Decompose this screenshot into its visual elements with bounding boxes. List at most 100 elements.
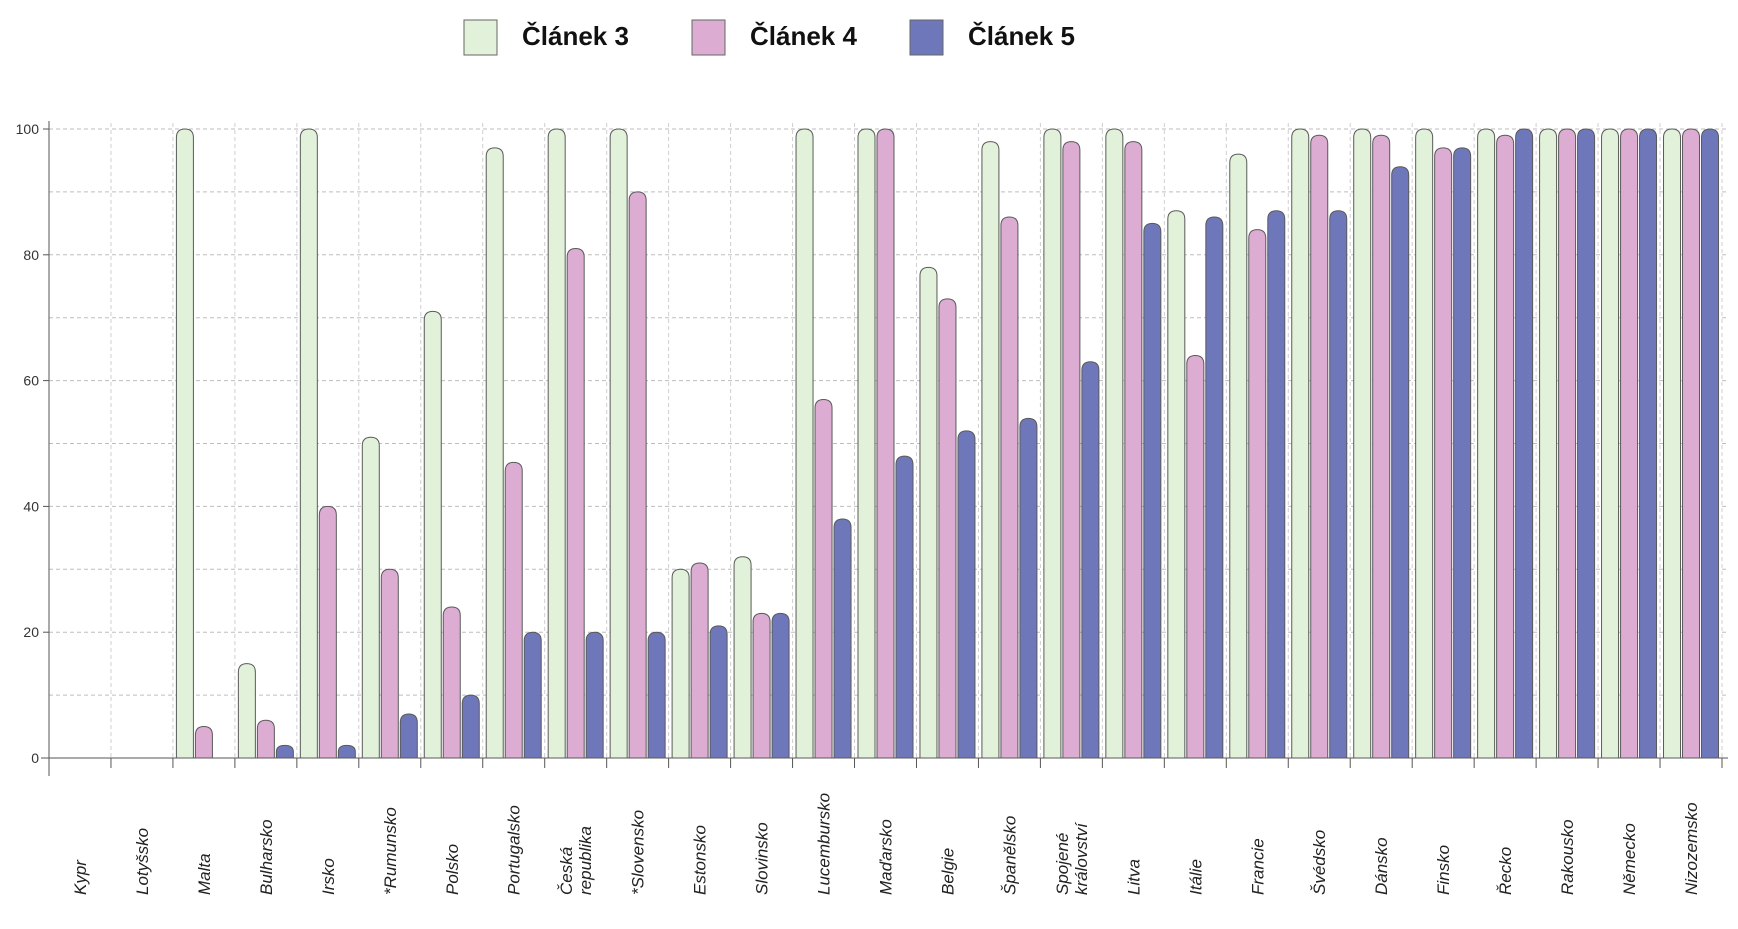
bar <box>1062 141 1081 759</box>
category-label-text: Finsko <box>1434 845 1453 895</box>
bar <box>504 461 523 759</box>
category-label-text: Řecko <box>1496 847 1515 895</box>
bar <box>1701 128 1720 759</box>
category-label: Dánsko <box>1372 837 1391 895</box>
category-label: Belgie <box>938 848 957 895</box>
bar <box>194 726 213 759</box>
bar <box>1081 361 1100 759</box>
bar <box>318 505 337 759</box>
bar <box>814 398 833 759</box>
legend-label: Článek 3 <box>522 21 629 51</box>
y-tick-label: 40 <box>23 498 39 514</box>
bar <box>1477 128 1496 759</box>
category-label: Lotyšsko <box>133 828 152 895</box>
bar <box>1453 147 1472 759</box>
category-label: Slovinsko <box>753 822 772 895</box>
category-label-line: Spojené <box>1053 833 1072 895</box>
bar <box>733 556 752 759</box>
bar <box>1105 128 1124 759</box>
category-label-text: Polsko <box>443 844 462 895</box>
bar <box>1329 210 1348 759</box>
legend-swatch <box>463 19 498 56</box>
legend: Článek 3 Článek 4 Článek 5 <box>463 19 1075 56</box>
bar <box>1577 128 1596 759</box>
category-label: Polsko <box>443 844 462 895</box>
bar <box>876 128 895 759</box>
category-label: Řecko <box>1496 847 1515 895</box>
y-tick-label: 0 <box>31 750 39 766</box>
bar <box>833 518 852 759</box>
bar <box>175 128 194 759</box>
bar <box>690 562 709 759</box>
category-label-text: Estonsko <box>691 825 710 895</box>
category-label: Lucembursko <box>815 793 834 895</box>
y-tick-label: 20 <box>23 624 39 640</box>
category-label-text: Belgie <box>938 848 957 895</box>
category-label-line: království <box>1072 821 1091 895</box>
bar <box>628 191 647 759</box>
bar <box>566 248 585 759</box>
y-tick-label: 100 <box>16 121 40 137</box>
bar <box>256 719 275 759</box>
bar <box>1205 216 1224 759</box>
category-label-text: Rakousko <box>1558 819 1577 895</box>
bar <box>1267 210 1286 759</box>
category-label: Finsko <box>1434 845 1453 895</box>
bar <box>1019 417 1038 759</box>
bar <box>237 663 256 759</box>
category-label-text: Švédsko <box>1310 830 1329 895</box>
bar <box>1663 128 1682 759</box>
bar <box>442 606 461 759</box>
bar <box>771 612 790 759</box>
bar <box>1639 128 1658 759</box>
category-label: Spojené království <box>1053 821 1091 895</box>
category-label: Maďarsko <box>877 819 896 895</box>
category-label: Portugalsko <box>505 805 524 895</box>
bar <box>1186 354 1205 759</box>
bar <box>1558 128 1577 759</box>
y-tick-label: 80 <box>23 247 39 263</box>
category-label: Nizozemsko <box>1682 802 1701 895</box>
legend-swatch <box>691 19 726 56</box>
y-tick-label: 60 <box>23 373 39 389</box>
bar <box>1143 222 1162 759</box>
category-label-text: Itálie <box>1186 859 1205 895</box>
category-label-text: Maďarsko <box>877 819 896 895</box>
bar <box>1620 128 1639 759</box>
category-label: Švédsko <box>1310 830 1329 895</box>
category-label: Španělsko <box>1000 816 1019 895</box>
bars <box>175 128 1720 759</box>
bar <box>1496 134 1515 759</box>
category-label: *Slovensko <box>629 810 648 895</box>
bar <box>485 147 504 759</box>
bar <box>1372 134 1391 759</box>
bar <box>957 430 976 759</box>
bar <box>523 631 542 759</box>
category-label-text: Francie <box>1248 838 1267 895</box>
bar <box>461 694 480 759</box>
category-label-text: Litva <box>1124 859 1143 895</box>
bar <box>1167 210 1186 759</box>
category-label-text: Nizozemsko <box>1682 802 1701 895</box>
bar <box>857 128 876 759</box>
bar <box>1515 128 1534 759</box>
bar <box>1043 128 1062 759</box>
bar <box>647 631 666 759</box>
bar <box>1291 128 1310 759</box>
bar <box>1539 128 1558 759</box>
bar <box>919 266 938 759</box>
category-label-text: Kypr <box>71 859 90 895</box>
bar <box>399 713 418 759</box>
category-label-text: Německo <box>1620 823 1639 895</box>
bar <box>981 141 1000 759</box>
bar <box>1310 134 1329 759</box>
bar <box>1415 128 1434 759</box>
legend-label: Článek 4 <box>750 21 857 51</box>
category-label-text: *Rumunsko <box>381 807 400 895</box>
category-label: Litva <box>1124 859 1143 895</box>
category-label: Itálie <box>1186 859 1205 895</box>
bar <box>361 436 380 759</box>
bar <box>1601 128 1620 759</box>
category-label: Bulharsko <box>257 819 276 895</box>
